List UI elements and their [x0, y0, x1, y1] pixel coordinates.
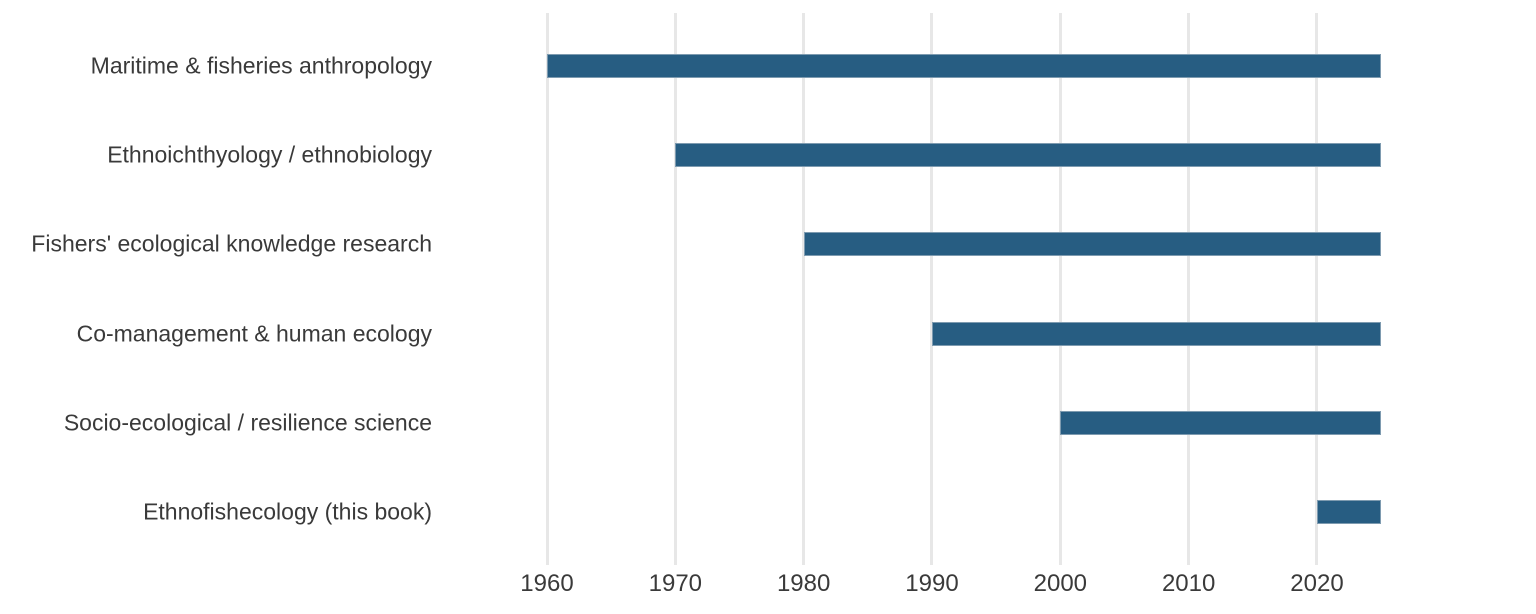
x-tick-label: 2020: [1290, 570, 1344, 597]
gridline-1970: [673, 13, 677, 565]
category-label: Co-management & human ecology: [76, 320, 432, 347]
timeline-bar: [1316, 500, 1382, 524]
gridline-2020: [1315, 13, 1319, 565]
x-tick-label: 2010: [1161, 570, 1216, 597]
x-tick-label: 1980: [776, 570, 831, 597]
category-label: Maritime & fisheries anthropology: [90, 52, 432, 79]
timeline-bar: [547, 54, 1382, 78]
timeline-bar: [931, 321, 1382, 346]
timeline-bar: [675, 143, 1382, 168]
category-label: Fishers' ecological knowledge research: [31, 230, 432, 257]
gridline-1960: [545, 13, 549, 565]
timeline-bar: [803, 232, 1382, 257]
x-tick-label: 2000: [1033, 570, 1088, 597]
x-tick-label: 1960: [520, 570, 574, 597]
gridline-2000: [1058, 13, 1062, 565]
x-tick-label: 1990: [905, 570, 959, 597]
category-label: Ethnoichthyology / ethnobiology: [107, 141, 432, 168]
gridline-2010: [1187, 13, 1191, 565]
timeline-bar: [1060, 410, 1382, 435]
category-label: Socio-ecological / resilience science: [63, 409, 432, 436]
x-tick-label: 1970: [648, 570, 703, 597]
gridline-1990: [930, 13, 934, 565]
category-label: Ethnofishecology (this book): [143, 498, 432, 525]
gridline-1980: [802, 13, 806, 565]
